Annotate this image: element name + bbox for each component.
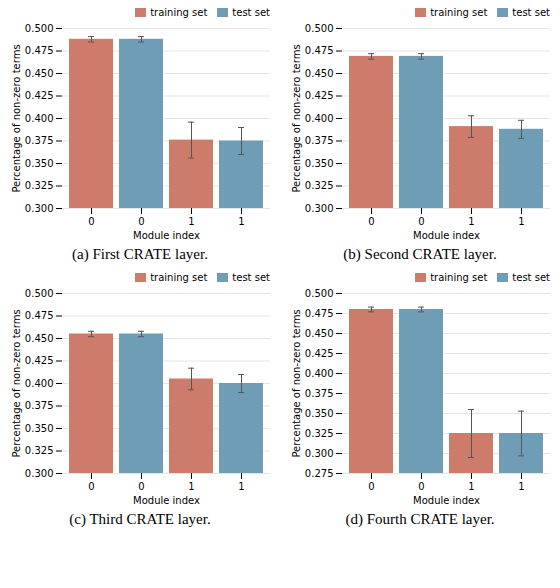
svg-text:1: 1 [238, 216, 244, 227]
svg-text:0.475: 0.475 [305, 45, 334, 56]
svg-text:0.350: 0.350 [305, 408, 334, 419]
svg-text:0.500: 0.500 [25, 23, 54, 34]
svg-text:1: 1 [468, 216, 474, 227]
html-text:training set: training set [430, 6, 488, 18]
svg-text:0.375: 0.375 [25, 135, 54, 146]
svg-text:0.450: 0.450 [305, 68, 334, 79]
svg-text:0.275: 0.275 [305, 468, 334, 479]
svg-text:0.425: 0.425 [25, 90, 54, 101]
svg-text:Module index: Module index [413, 230, 480, 241]
svg-text:0.325: 0.325 [305, 428, 334, 439]
svg-text:Module index: Module index [133, 495, 200, 506]
svg-text:0.300: 0.300 [305, 448, 334, 459]
svg-text:0.350: 0.350 [25, 423, 54, 434]
svg-text:0.325: 0.325 [25, 445, 54, 456]
svg-text:0: 0 [138, 216, 144, 227]
svg-text:0.425: 0.425 [305, 348, 334, 359]
svg-text:1: 1 [468, 481, 474, 492]
svg-text:Module index: Module index [413, 495, 480, 506]
svg-text:0.350: 0.350 [305, 158, 334, 169]
html-text:test set: test set [232, 6, 270, 18]
svg-text:Percentage of non-zero terms: Percentage of non-zero terms [291, 44, 302, 192]
svg-text:0.450: 0.450 [25, 68, 54, 79]
svg-text:1: 1 [238, 481, 244, 492]
svg-text:0.450: 0.450 [305, 328, 334, 339]
html-text:(d) Fourth CRATE layer.: (d) Fourth CRATE layer. [345, 511, 495, 527]
svg-text:0.325: 0.325 [25, 180, 54, 191]
html-text:(a) First CRATE layer.: (a) First CRATE layer. [72, 246, 208, 262]
svg-text:0: 0 [418, 481, 424, 492]
svg-text:0.425: 0.425 [305, 90, 334, 101]
svg-text:0.475: 0.475 [25, 45, 54, 56]
svg-text:0: 0 [138, 481, 144, 492]
svg-text:Module index: Module index [133, 230, 200, 241]
svg-text:0: 0 [368, 216, 374, 227]
svg-text:0.325: 0.325 [305, 180, 334, 191]
svg-text:0.300: 0.300 [25, 203, 54, 214]
html-text:test set: test set [232, 271, 270, 283]
svg-text:0.400: 0.400 [25, 113, 54, 124]
html-text:training set: training set [150, 6, 208, 18]
svg-text:0.375: 0.375 [305, 135, 334, 146]
html-text:test set: test set [512, 6, 550, 18]
svg-text:Percentage of non-zero terms: Percentage of non-zero terms [11, 309, 22, 457]
svg-text:0.400: 0.400 [305, 368, 334, 379]
svg-text:0.375: 0.375 [25, 400, 54, 411]
svg-text:0.400: 0.400 [25, 378, 54, 389]
svg-text:0: 0 [88, 481, 94, 492]
svg-text:0.300: 0.300 [305, 203, 334, 214]
svg-text:0: 0 [88, 216, 94, 227]
svg-text:0: 0 [368, 481, 374, 492]
svg-text:1: 1 [188, 216, 194, 227]
html-text:(b) Second CRATE layer.: (b) Second CRATE layer. [343, 246, 497, 262]
html-text:(c) Third CRATE layer.: (c) Third CRATE layer. [69, 511, 211, 527]
svg-text:0.425: 0.425 [25, 355, 54, 366]
svg-text:0.450: 0.450 [25, 333, 54, 344]
svg-text:1: 1 [518, 216, 524, 227]
html-text:training set: training set [150, 271, 208, 283]
svg-text:1: 1 [518, 481, 524, 492]
svg-text:0.500: 0.500 [25, 288, 54, 299]
svg-text:0.400: 0.400 [305, 113, 334, 124]
html-text:test set: test set [512, 271, 550, 283]
svg-text:0.300: 0.300 [25, 468, 54, 479]
svg-text:Percentage of non-zero terms: Percentage of non-zero terms [11, 44, 22, 192]
svg-text:0.500: 0.500 [305, 23, 334, 34]
svg-text:0.475: 0.475 [25, 310, 54, 321]
svg-text:0.500: 0.500 [305, 288, 334, 299]
svg-text:0.350: 0.350 [25, 158, 54, 169]
svg-text:0.475: 0.475 [305, 308, 334, 319]
svg-text:0.375: 0.375 [305, 388, 334, 399]
svg-text:1: 1 [188, 481, 194, 492]
svg-text:0: 0 [418, 216, 424, 227]
svg-text:Percentage of non-zero terms: Percentage of non-zero terms [291, 309, 302, 457]
html-text:training set: training set [430, 271, 488, 283]
